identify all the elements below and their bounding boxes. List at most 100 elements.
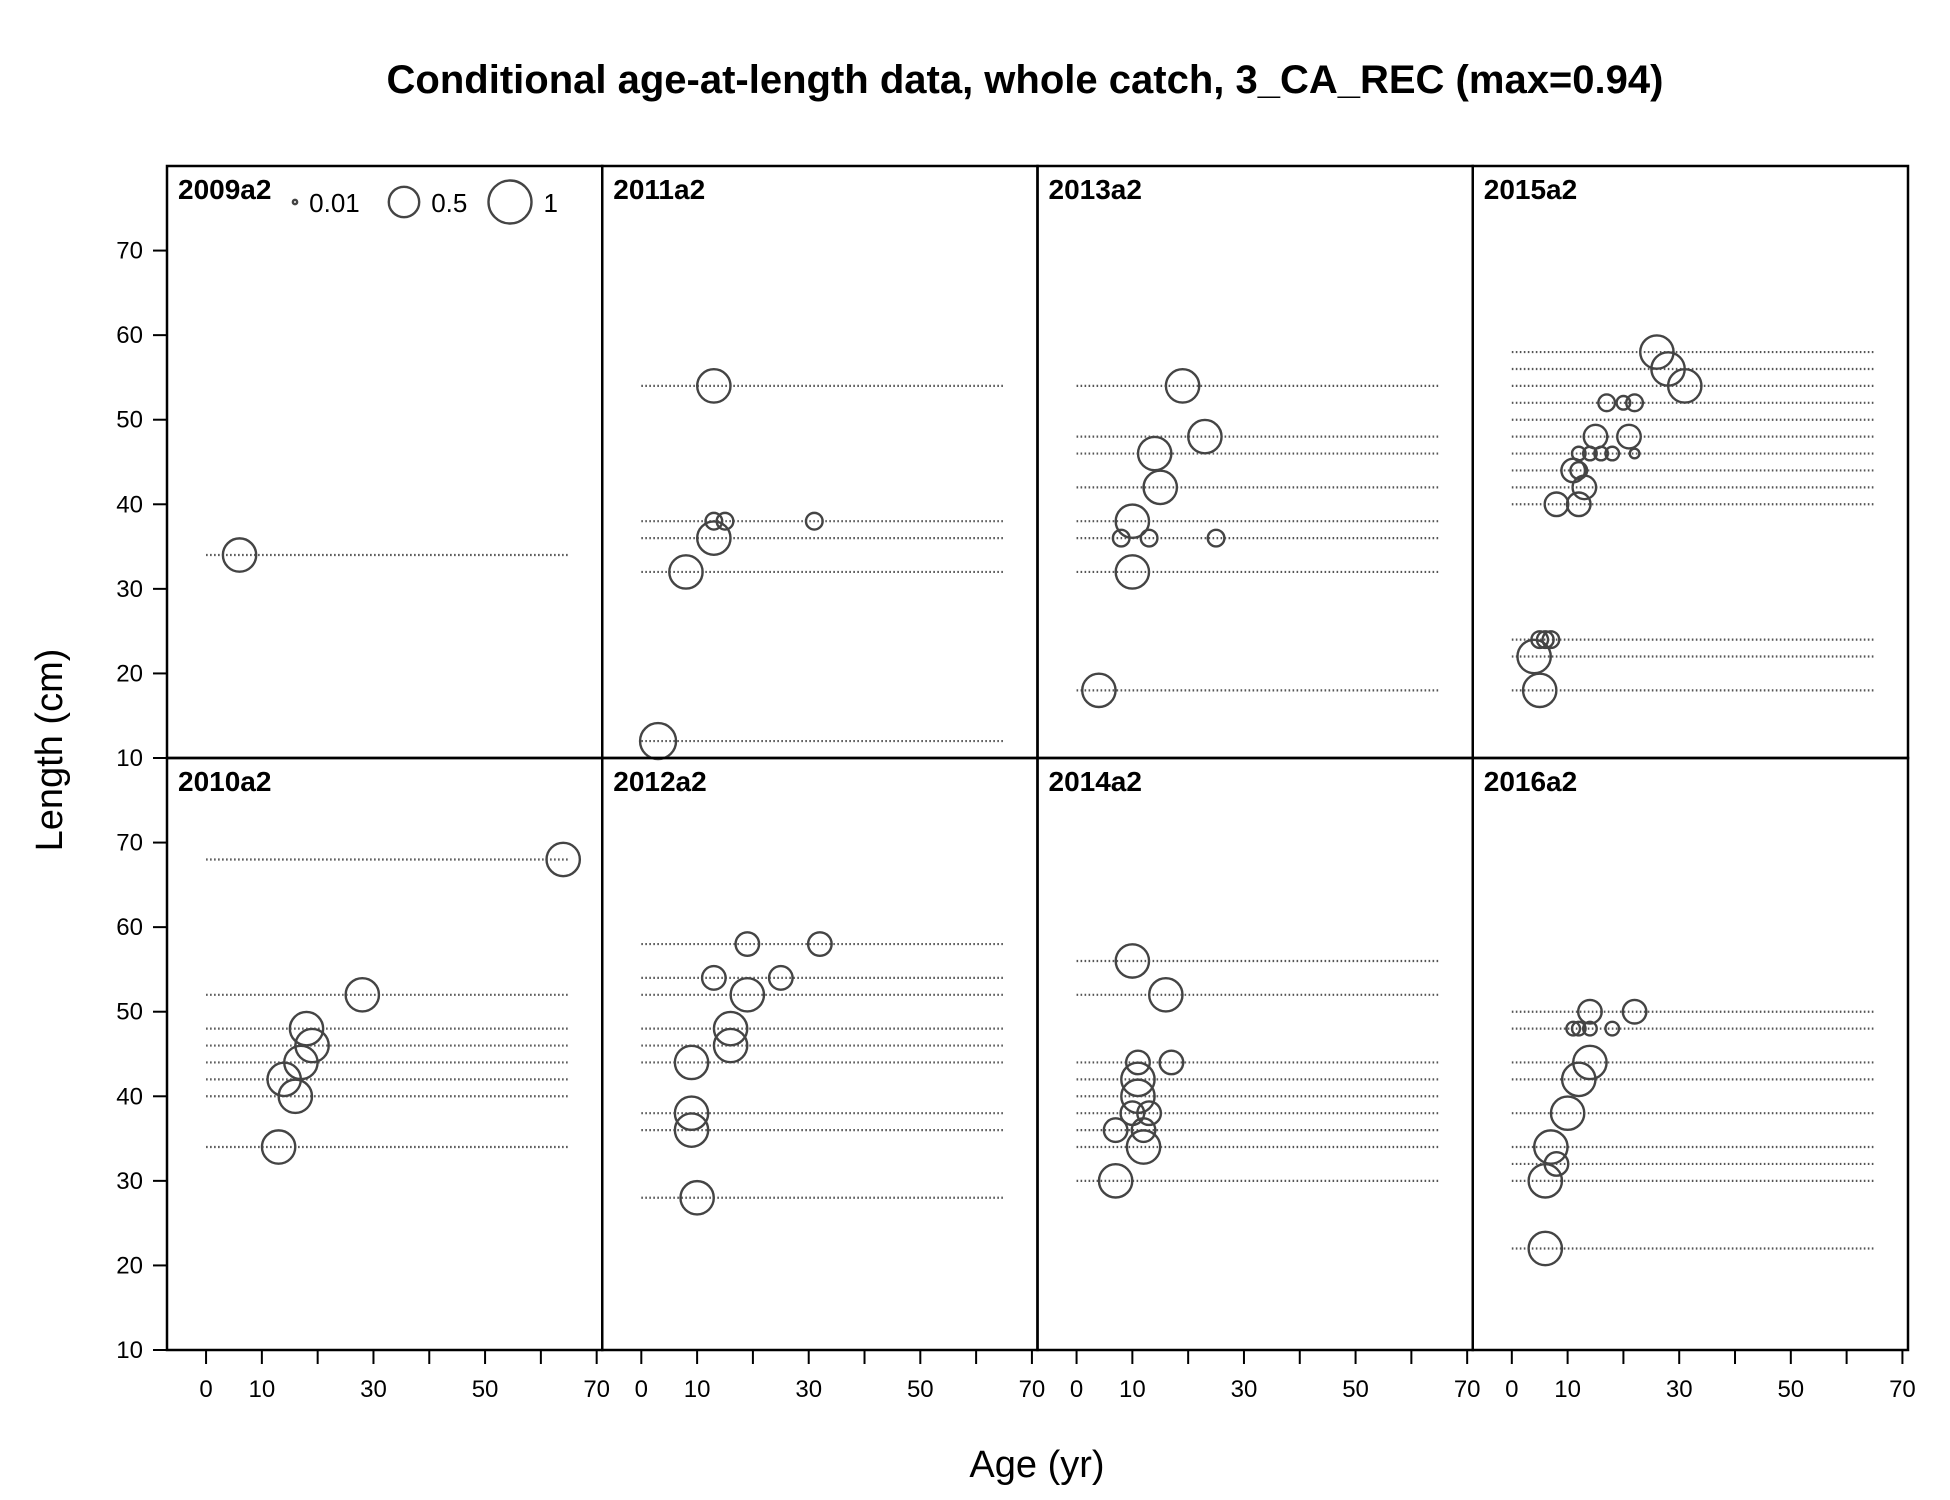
x-tick-label: 0	[635, 1376, 648, 1403]
data-bubble	[1535, 630, 1555, 650]
panel-2016a2: 2016a2	[1471, 756, 1910, 1352]
data-bubble	[545, 841, 582, 878]
data-bubble	[695, 368, 732, 404]
data-bubble	[1570, 445, 1587, 462]
data-bubble	[1565, 1020, 1582, 1037]
data-bubble	[1616, 423, 1642, 450]
data-bubble	[1615, 394, 1632, 411]
data-bubble	[1541, 630, 1561, 650]
data-bubble	[712, 1027, 749, 1064]
data-bubble	[806, 931, 833, 958]
data-bubble	[221, 537, 258, 573]
data-bubble	[673, 1095, 710, 1132]
data-bubble	[1569, 460, 1589, 480]
panel-label: 2013a2	[1049, 174, 1142, 205]
y-tick-label: 60	[116, 322, 143, 349]
y-tick-label: 10	[116, 745, 143, 772]
data-bubble	[1621, 998, 1648, 1025]
x-tick-label: 30	[795, 1376, 822, 1403]
x-tick-label: 30	[1666, 1376, 1693, 1403]
data-bubble	[715, 511, 735, 531]
y-tick-label: 70	[116, 830, 143, 857]
y-tick-label: 60	[116, 914, 143, 941]
panel-frame	[1036, 756, 1474, 1352]
data-bubble	[1516, 638, 1552, 675]
data-bubble	[767, 964, 794, 991]
panel-frame	[165, 756, 604, 1352]
panel-label: 2014a2	[1049, 766, 1142, 797]
data-bubble	[294, 1027, 330, 1064]
y-tick-label: 40	[116, 1083, 143, 1110]
x-tick-label: 70	[1019, 1376, 1046, 1403]
y-tick-label: 30	[116, 1168, 143, 1195]
data-bubble	[729, 976, 766, 1013]
data-bubble	[1530, 630, 1550, 650]
data-bubble	[1581, 1020, 1598, 1037]
bubble-legend: 0.01 0.5 1	[291, 179, 558, 225]
x-tick-label: 0	[199, 1376, 212, 1403]
x-tick-label: 0	[1505, 1376, 1518, 1403]
data-bubble	[1628, 447, 1641, 460]
x-tick-label: 50	[1342, 1376, 1369, 1403]
data-bubble	[1125, 1129, 1162, 1165]
data-bubble	[1139, 528, 1159, 548]
data-bubble	[1120, 1061, 1156, 1098]
y-tick-label: 30	[116, 576, 143, 603]
x-tick-label: 50	[907, 1376, 934, 1403]
legend-bubble	[387, 185, 421, 219]
data-bubble	[1114, 503, 1151, 540]
panels-layer: 2009a2 2011a2 2013a2 2015a2 2010a2 2012a2 2014…	[165, 164, 1910, 1352]
data-bubble	[1206, 528, 1226, 548]
x-tick-label: 30	[360, 1376, 387, 1403]
data-bubble	[1597, 393, 1617, 413]
data-bubble	[1604, 445, 1621, 462]
data-bubble	[1582, 423, 1609, 450]
panel-frame	[1471, 164, 1910, 760]
data-bubble	[704, 511, 724, 531]
data-bubble	[712, 1010, 749, 1047]
data-bubble	[734, 931, 761, 958]
data-bubble	[1639, 334, 1675, 370]
data-bubble	[1081, 672, 1117, 709]
data-bubble	[1187, 418, 1223, 455]
data-bubble	[679, 1179, 715, 1216]
data-bubble	[1097, 1163, 1134, 1199]
data-bubble	[1565, 491, 1592, 518]
panel-frame	[601, 756, 1039, 1352]
panel-label: 2015a2	[1484, 174, 1577, 205]
data-bubble	[1549, 1095, 1586, 1132]
data-bubble	[1114, 554, 1151, 590]
legend-bubble	[291, 198, 299, 206]
panel-2012a2: 2012a2	[601, 756, 1039, 1352]
y-tick-label: 50	[116, 999, 143, 1026]
data-bubble	[1114, 943, 1151, 979]
data-bubble	[1158, 1049, 1185, 1076]
y-tick-label: 70	[116, 238, 143, 265]
data-bubble	[1119, 1100, 1146, 1127]
panel-2015a2: 2015a2	[1471, 164, 1910, 760]
panel-2010a2: 2010a2	[165, 756, 604, 1352]
x-tick-label: 10	[1554, 1376, 1581, 1403]
y-tick-label: 40	[116, 491, 143, 518]
x-axis-title: Age (yr)	[969, 1444, 1104, 1486]
x-tick-label: 50	[472, 1376, 499, 1403]
legend-bubble	[487, 179, 533, 225]
data-bubble	[1102, 1117, 1129, 1144]
data-bubble	[668, 554, 704, 590]
panel-2011a2: 2011a2	[601, 164, 1039, 761]
legend-label: 0.01	[309, 188, 360, 218]
x-tick-label: 0	[1070, 1376, 1083, 1403]
axes-layer: 10 20 30 40 50 60 70 10 20 30 40 50 60 70 0 10 30 50 70 0 10…	[116, 238, 1915, 1403]
y-tick-label: 20	[116, 660, 143, 687]
data-bubble	[1136, 435, 1173, 472]
legend-label: 1	[544, 188, 558, 218]
panel-label: 2012a2	[613, 766, 706, 797]
data-bubble	[1164, 368, 1201, 404]
y-axis-title: Length (cm)	[29, 649, 71, 852]
data-bubble	[1572, 1044, 1608, 1081]
x-tick-label: 10	[684, 1376, 711, 1403]
data-bubble	[288, 1010, 325, 1047]
data-bubble	[673, 1112, 710, 1148]
panel-frame	[1036, 164, 1474, 760]
